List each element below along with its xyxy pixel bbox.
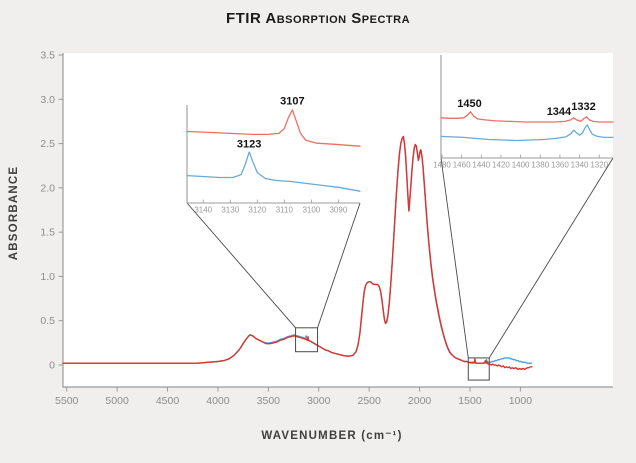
peak-label-1450: 1450 <box>457 98 481 110</box>
x-tick-label: 2000 <box>408 395 432 407</box>
inset-x-tick-label: 3140 <box>194 206 212 215</box>
inset-x-tick-label: 1420 <box>492 161 510 170</box>
x-tick-label: 3000 <box>307 395 331 407</box>
x-tick-label: 5000 <box>105 395 129 407</box>
x-tick-label: 4500 <box>156 395 180 407</box>
connector-line <box>440 157 469 358</box>
x-tick-label: 2500 <box>357 395 381 407</box>
inset-x-tick-label: 1480 <box>433 161 451 170</box>
x-tick-label: 5500 <box>55 395 79 407</box>
red-spectrum-curve <box>62 135 533 371</box>
y-tick-label: 0 <box>49 360 55 372</box>
inset-right-blue-curve <box>440 124 614 142</box>
connector-line <box>488 157 614 359</box>
inset-x-tick-label: 3090 <box>329 206 347 215</box>
inset-x-tick-label: 1360 <box>551 161 569 170</box>
inset-x-tick-label: 1460 <box>453 161 471 170</box>
y-tick-label: 1.0 <box>40 271 55 283</box>
y-tick-label: 2.5 <box>40 138 55 150</box>
peak-label-3107: 3107 <box>280 96 304 108</box>
chart-title: FTIR Absorption Spectra <box>225 10 411 27</box>
y-tick-label: 3.5 <box>40 50 55 62</box>
inset-x-tick-label: 3100 <box>302 206 320 215</box>
inset-right-red-curve <box>440 111 614 123</box>
peak-label-1332: 1332 <box>571 101 595 113</box>
inset-x-tick-label: 1320 <box>590 161 608 170</box>
y-tick-label: 1.5 <box>40 227 55 239</box>
x-axis-title: WAVENUMBER (cm⁻¹) <box>261 430 402 442</box>
inset-x-tick-label: 3120 <box>248 206 266 215</box>
peak-label-1344: 1344 <box>547 106 572 118</box>
connector-line <box>186 202 296 329</box>
inset-left-red-curve <box>186 109 361 147</box>
y-axis-title: ABSORBANCE <box>8 166 20 260</box>
x-tick-label: 4000 <box>206 395 230 407</box>
y-tick-label: 2.0 <box>40 182 55 194</box>
inset-x-tick-label: 3130 <box>221 206 239 215</box>
inset-left-axes <box>186 105 360 204</box>
y-tick-label: 0.5 <box>40 315 55 327</box>
inset-x-tick-label: 1440 <box>472 161 490 170</box>
peak-label-3123: 3123 <box>237 139 261 151</box>
connector-line <box>317 202 361 328</box>
x-tick-label: 3500 <box>257 395 281 407</box>
zoom-source-box-right <box>467 357 490 381</box>
inset-x-tick-label: 1380 <box>531 161 549 170</box>
plot-area <box>63 53 613 387</box>
inset-left-blue-curve <box>186 151 361 192</box>
y-tick-label: 3.0 <box>40 94 55 106</box>
inset-right-axes <box>440 55 613 159</box>
inset-x-tick-label: 3110 <box>276 206 294 215</box>
x-tick-label: 1000 <box>509 395 533 407</box>
inset-x-tick-label: 1400 <box>512 161 530 170</box>
zoom-source-box-left <box>295 327 319 353</box>
axes-lines <box>62 53 613 388</box>
inset-x-tick-label: 1340 <box>571 161 589 170</box>
x-tick-label: 1500 <box>458 395 482 407</box>
